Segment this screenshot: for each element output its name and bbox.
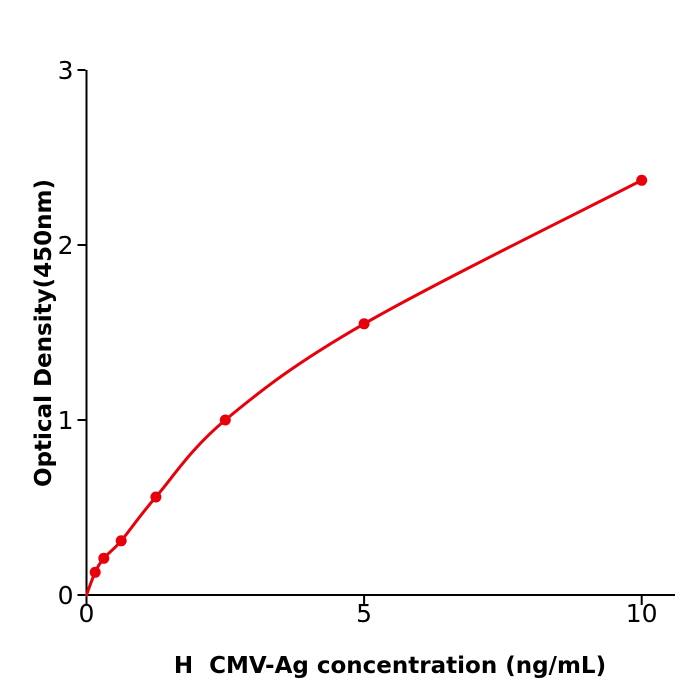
- fit-curve: [85, 178, 644, 597]
- x-tick-label: 10: [626, 599, 658, 628]
- x-axis-title: H CMV-Ag concentration (ng/mL): [173, 653, 607, 679]
- data-point-marker: [89, 566, 101, 578]
- y-tick-label: 0: [58, 581, 74, 610]
- y-axis-title: Optical Density(450nm): [31, 179, 57, 487]
- data-point-marker: [115, 535, 127, 547]
- y-tick-label: 1: [58, 406, 74, 435]
- y-tick-label: 2: [58, 231, 74, 260]
- data-point-marker: [98, 552, 110, 564]
- data-point-marker: [636, 174, 648, 186]
- x-tick-label: 0: [79, 599, 95, 628]
- data-point-marker: [150, 491, 162, 503]
- data-point-marker: [219, 414, 231, 426]
- x-tick-label: 5: [356, 599, 372, 628]
- data-point-marker: [358, 318, 370, 330]
- y-tick-label: 3: [58, 56, 74, 85]
